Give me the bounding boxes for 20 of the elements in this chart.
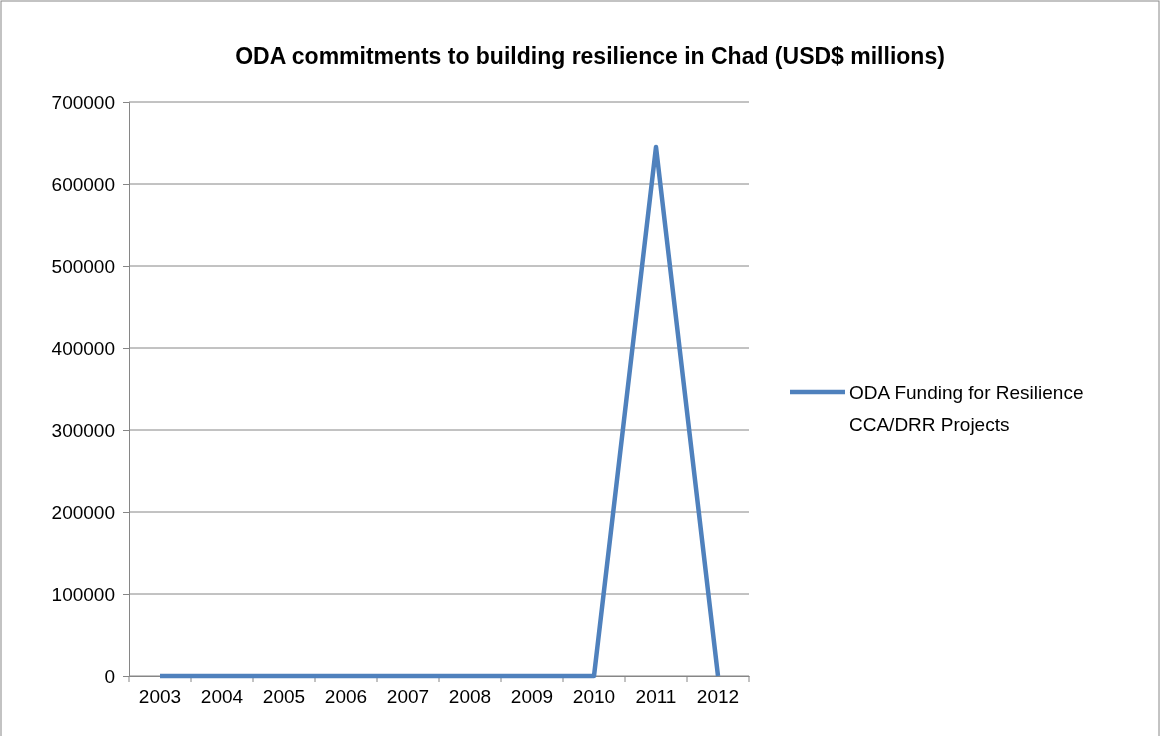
y-tick-label: 200000 <box>51 501 115 523</box>
y-tick-label: 600000 <box>51 173 115 195</box>
y-tick-label: 300000 <box>51 419 115 441</box>
y-tick-label: 500000 <box>51 255 115 277</box>
x-tick-label: 2011 <box>635 686 677 708</box>
y-tick-label: 400000 <box>51 337 115 359</box>
x-tick-label: 2009 <box>510 686 554 708</box>
x-tick-label: 2007 <box>386 686 430 708</box>
chart-title: ODA commitments to building resilience in Chad (USD$ millions) <box>235 43 945 69</box>
y-tick-label: 700000 <box>51 91 115 113</box>
x-tick-label: 2010 <box>572 686 616 708</box>
x-tick-label: 2004 <box>200 686 244 708</box>
x-tick-label: 2006 <box>324 686 368 708</box>
x-tick-label: 2012 <box>696 686 740 708</box>
x-tick-label: 2003 <box>138 686 182 708</box>
y-tick-label: 0 <box>104 665 115 687</box>
x-tick-label: 2008 <box>448 686 492 708</box>
x-tick-label: 2005 <box>262 686 306 708</box>
y-tick-label: 100000 <box>51 583 115 605</box>
legend-label: ODA Funding for Resilience CCA/DRR Projects <box>849 382 1084 435</box>
